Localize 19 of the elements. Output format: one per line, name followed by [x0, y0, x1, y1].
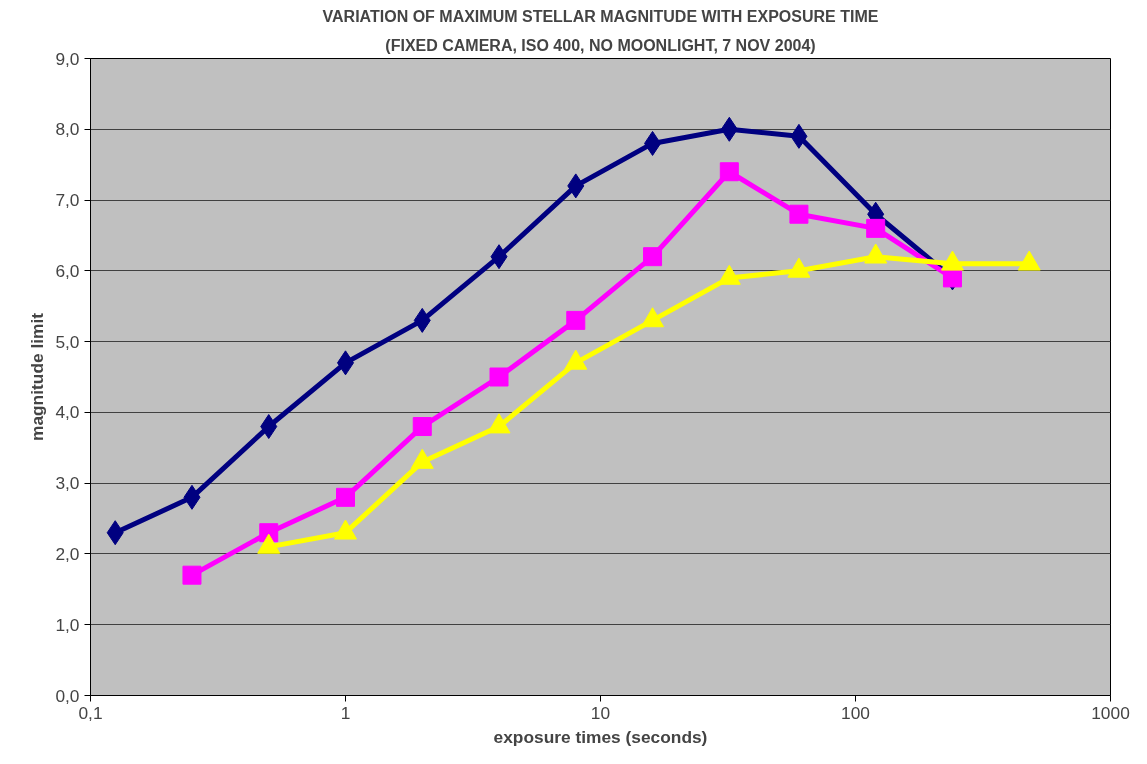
y-tick-label: 0,0: [55, 685, 80, 706]
y-tick-label: 4,0: [55, 402, 80, 423]
y-tick-label: 6,0: [55, 260, 80, 281]
x-tick-label: 0,1: [78, 702, 103, 723]
y-tick-label: 2,0: [55, 543, 80, 564]
x-tick-label: 1: [340, 702, 351, 723]
y-tick-label: 5,0: [55, 331, 80, 352]
y-tick-label: 3,0: [55, 473, 80, 494]
chart-title: VARIATION OF MAXIMUM STELLAR MAGNITUDE WITH EXPOSURE TIME: [322, 7, 879, 25]
x-tick-label: 1000: [1091, 702, 1130, 723]
y-tick-label: 7,0: [55, 190, 80, 211]
y-tick-label: 9,0: [55, 48, 80, 69]
y-tick-label: 1,0: [55, 614, 80, 635]
x-tick-label: 100: [841, 702, 870, 723]
x-axis-title: exposure times (seconds): [493, 726, 708, 747]
x-tick-label: 10: [590, 702, 611, 723]
y-tick-label: 8,0: [55, 119, 80, 140]
y-axis-title: magnitude limit: [27, 312, 48, 442]
chart-subtitle: (FIXED CAMERA, ISO 400, NO MOONLIGHT, 7 NOV 2004): [385, 36, 816, 54]
